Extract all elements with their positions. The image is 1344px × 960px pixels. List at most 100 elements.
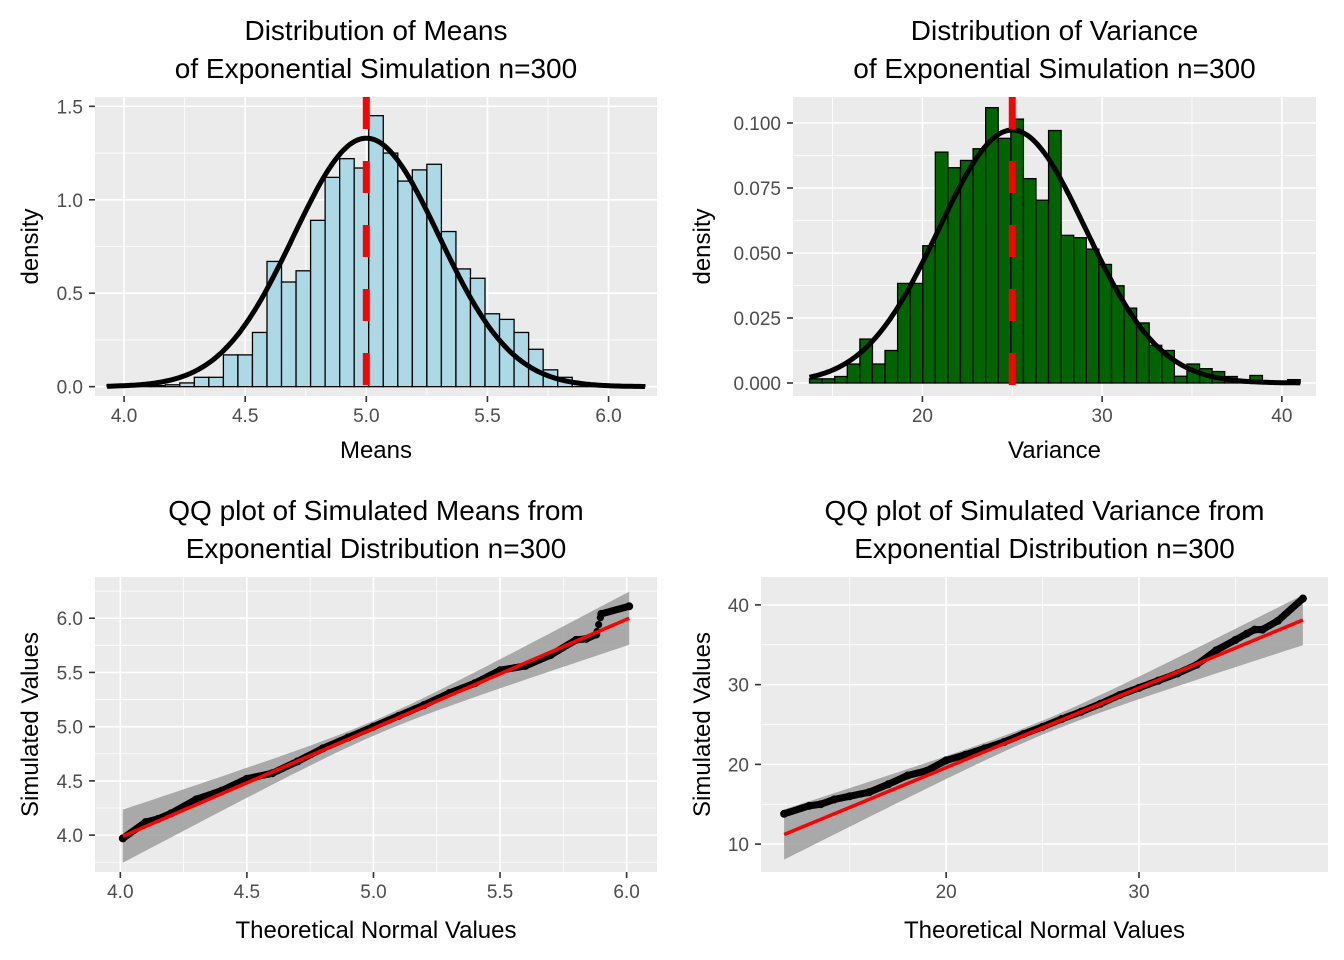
histogram-bar [208,376,225,388]
y-tick-label: 0.075 [733,179,781,200]
x-tick-label: 5.0 [360,882,386,903]
x-tick-label: 5.5 [487,882,513,903]
qq-point [597,609,606,618]
qq-point [1212,646,1221,655]
histogram-bar [1073,237,1087,384]
fit-line [122,616,630,838]
histogram-bar [295,270,312,388]
qq-point [922,766,931,775]
y-tick-label: 0.5 [57,284,83,305]
qq-point [1273,616,1282,625]
chart-title-line: of Exponential Simulation n=300 [853,53,1255,84]
histogram-bar [1085,248,1100,384]
qq-point [805,801,814,810]
histogram-bar [368,115,384,388]
qq-point [816,800,825,809]
qq-point [830,795,839,804]
qq-point [845,792,854,801]
x-tick-label: 4.0 [111,406,137,427]
histogram-bar [834,375,848,384]
y-tick-label: 1.0 [57,191,83,212]
y-tick-label: 40 [728,596,749,617]
histogram-bar [164,384,181,388]
qq-point [1231,635,1240,644]
chart-title-line: Exponential Distribution n=300 [854,533,1235,564]
chart-title-line: Distribution of Means [244,15,507,46]
qq-point [1258,625,1267,634]
histogram-bar [1173,375,1188,384]
y-tick-label: 5.5 [57,663,83,684]
qq-point [865,788,873,797]
histogram-bar [309,219,326,388]
qq-point [625,602,634,611]
chart-title-line: of Exponential Simulation n=300 [175,53,577,84]
qq-point [942,756,951,765]
histogram-bar [871,363,886,384]
qq-point [192,795,201,804]
histogram-bar [1022,177,1037,384]
histogram-bar [280,281,297,388]
histogram-bar [909,282,924,384]
x-tick-label: 20 [936,882,957,903]
panel-1: 4.0 4.5 5.0 5.5 6.0 0.0 0.5 1.0 1.5 Distribution … [17,15,657,464]
y-tick-label: 6.0 [57,609,83,630]
x-tick-label: 4.5 [232,406,258,427]
x-tick-label: 6.0 [595,406,621,427]
qq-point [1250,625,1259,634]
y-tick-label: 4.0 [57,826,83,847]
x-axis-label: Means [340,437,412,464]
histogram-bar [324,176,341,388]
qq-point [961,750,970,759]
x-axis-label: Theoretical Normal Values [235,917,516,944]
histogram-bar [251,331,268,388]
histogram-bar [1035,199,1050,384]
y-tick-label: 0.0 [57,378,83,399]
y-tick-label: 0.025 [733,309,781,330]
y-tick-label: 10 [728,835,749,856]
x-tick-label: 20 [912,406,933,427]
x-axis-label: Variance [1008,437,1101,464]
chart-title-line: Exponential Distribution n=300 [186,533,567,564]
y-tick-label: 0.100 [733,114,781,135]
fit-line [783,618,1304,837]
qq-point [903,771,912,780]
x-tick-label: 4.0 [107,882,133,903]
histogram-bar [397,180,413,388]
histogram-bar [985,107,999,384]
histogram-bar [821,378,836,384]
qq-point [1298,594,1307,603]
y-tick-label: 20 [728,755,749,776]
y-tick-label: 0.050 [733,244,781,265]
y-tick-label: 4.5 [57,772,83,793]
y-axis-label: Simulated Values [17,632,44,817]
y-axis-label: density [17,208,44,284]
panel-2: 20 30 40 0.000 0.025 0.050 0.075 0.100 Distribut… [689,15,1316,464]
histogram-bar [959,159,974,384]
histogram-bar [222,354,239,388]
chart-title-line: QQ plot of Simulated Means from [168,495,584,526]
y-tick-label: 30 [728,676,749,697]
histogram-bar [808,378,823,384]
histogram-bar [884,349,899,384]
x-tick-label: 30 [1128,882,1149,903]
histogram-bar [382,152,399,388]
chart-title-line: QQ plot of Simulated Variance from [825,495,1265,526]
histogram-bar [922,245,936,384]
qq-point [884,780,893,789]
histogram-bar [179,382,195,388]
histogram-bar [469,277,486,388]
histogram-bar [934,151,949,384]
panel-3: 4.0 4.5 5.0 5.5 6.0 4.0 4.5 5.0 5.5 6.0 QQ plot of… [17,495,657,944]
x-tick-label: 6.0 [613,882,639,903]
y-tick-label: 0.000 [733,374,781,395]
qq-point [780,809,789,818]
normal-density-curve [107,135,645,389]
histogram-bar [193,376,210,388]
histogram-bar [846,363,861,384]
y-tick-label: 1.5 [57,97,83,118]
x-tick-label: 4.5 [234,882,260,903]
y-tick-label: 5.0 [57,718,83,739]
qq-point [595,620,603,629]
histogram-bar [1060,234,1075,384]
